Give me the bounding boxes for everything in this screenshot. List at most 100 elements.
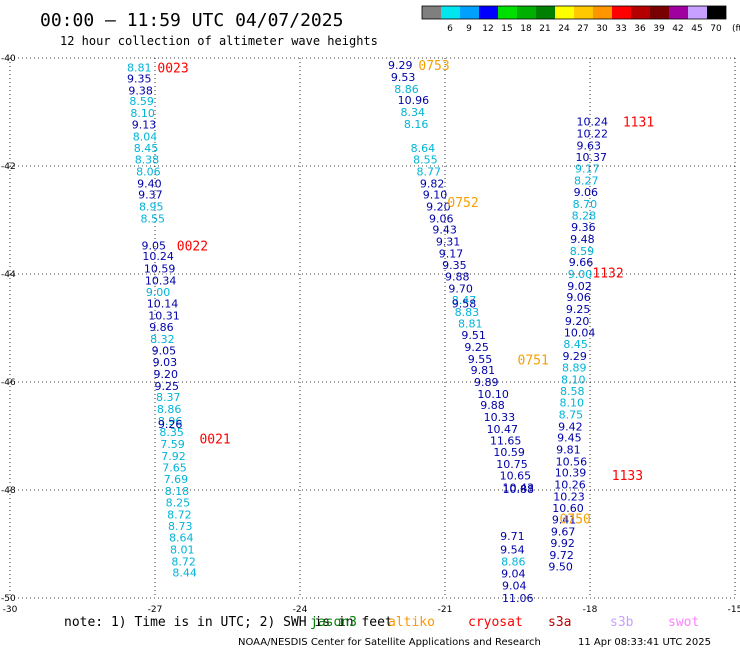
swh-value: 9.26 xyxy=(158,418,183,431)
swh-value: 9.72 xyxy=(549,549,574,562)
swh-value: 8.37 xyxy=(156,391,181,404)
swh-value: 9.53 xyxy=(391,71,416,84)
swh-value: 9.10 xyxy=(423,189,448,202)
swh-value: 9.00 xyxy=(146,286,171,299)
swh-value: 9.55 xyxy=(468,353,493,366)
swh-value: 9.13 xyxy=(132,118,157,131)
legend-label: 21 xyxy=(539,24,550,34)
swh-value: 9.45 xyxy=(557,432,582,445)
swh-value: 8.45 xyxy=(563,338,588,351)
swh-value: 8.73 xyxy=(168,520,193,533)
swh-value: 7.59 xyxy=(160,438,185,451)
swh-value: 8.95 xyxy=(139,201,164,214)
swh-value: 8.83 xyxy=(455,306,480,319)
swh-value: 9.82 xyxy=(420,177,445,190)
swh-value: 8.45 xyxy=(134,142,159,155)
satellite-name: s3a xyxy=(548,615,571,630)
swh-value: 8.77 xyxy=(416,165,441,178)
legend-swatch xyxy=(479,6,498,19)
pass-time-label: 0752 xyxy=(447,196,478,211)
swh-value: 8.59 xyxy=(570,245,595,258)
swh-value: 9.35 xyxy=(127,73,152,86)
legend-swatch xyxy=(593,6,612,19)
swh-value: 8.70 xyxy=(573,198,598,211)
legend-label: 18 xyxy=(520,24,532,34)
swh-value: 8.72 xyxy=(167,508,192,521)
swh-value: 9.04 xyxy=(501,568,525,581)
swh-value: 9.03 xyxy=(153,356,178,369)
swh-value: 9.06 xyxy=(574,186,599,199)
swh-value: 9.04 xyxy=(502,580,527,593)
swh-value: 9.81 xyxy=(471,364,496,377)
swh-value: 8.35 xyxy=(159,426,184,439)
legend-swatch xyxy=(422,6,441,19)
satellite-legend: jason3 altiko cryosat s3a s3b swot xyxy=(310,615,699,630)
legend-label: 24 xyxy=(558,24,570,34)
swh-value: 8.81 xyxy=(127,62,152,75)
swh-value: 7.92 xyxy=(161,450,186,463)
swh-value: 8.32 xyxy=(150,333,175,346)
swh-value: 9.40 xyxy=(137,177,162,190)
swh-value: 9.29 xyxy=(388,59,413,72)
swh-value: 8.01 xyxy=(170,543,195,556)
swh-value: 9.25 xyxy=(155,380,180,393)
swh-value: 10.75 xyxy=(496,458,528,471)
legend-swatch xyxy=(460,6,479,19)
swh-value: 8.64 xyxy=(411,142,436,155)
x-tick-label: -15 xyxy=(728,605,740,615)
swh-value: 9.00 xyxy=(568,268,593,281)
pass-time-label: 0753 xyxy=(418,59,449,74)
x-tick-label: -30 xyxy=(3,605,18,615)
legend-swatch xyxy=(631,6,650,19)
swh-value: 9.37 xyxy=(138,189,163,202)
legend-swatch xyxy=(441,6,460,19)
swh-value: 8.18 xyxy=(165,485,190,498)
satellite-name: s3b xyxy=(610,615,634,630)
swh-value: 9.43 xyxy=(432,224,457,237)
swh-value: 8.86 xyxy=(157,403,182,416)
swh-value: 8.44 xyxy=(172,567,197,580)
map-title: 00:00 – 11:59 UTC 04/07/2025 xyxy=(40,10,343,31)
swh-value: 8.25 xyxy=(166,496,191,509)
swh-value: 8.89 xyxy=(562,361,587,374)
swh-value: 10.14 xyxy=(147,298,179,311)
swh-value: 8.96 xyxy=(158,415,183,428)
x-tick-label: -27 xyxy=(148,605,163,615)
swh-value: 9.70 xyxy=(448,283,473,296)
axis-ticks: -30 -27 -24 -21 -18 -15 -40 -42 -44 -46 -48 -50 xyxy=(1,54,740,615)
swh-value: 9.25 xyxy=(464,341,489,354)
satellite-name: swot xyxy=(668,615,699,630)
pass-time-label: 1133 xyxy=(612,469,643,484)
legend-swatch xyxy=(707,6,726,19)
swh-value: 9.89 xyxy=(474,376,499,389)
swh-value: 9.06 xyxy=(429,212,454,225)
legend-label: 70 xyxy=(710,24,722,34)
legend-frame xyxy=(421,5,727,20)
swh-value: 9.48 xyxy=(570,233,595,246)
swh-value: 9.06 xyxy=(566,291,591,304)
color-legend: 6 9 12 15 18 21 24 27 30 33 36 39 42 45 70 (ft) xyxy=(421,5,740,34)
swh-value: 9.38 xyxy=(128,84,153,97)
swh-value: 8.38 xyxy=(135,154,160,167)
swh-value: 9.54 xyxy=(500,543,524,556)
swh-value: 8.10 xyxy=(560,397,585,410)
swh-value: 9.92 xyxy=(550,537,575,550)
swh-value: 10.39 xyxy=(555,467,587,480)
y-tick-label: -40 xyxy=(1,54,16,64)
footer-timestamp: 11 Apr 08:33:41 UTC 2025 xyxy=(578,637,711,648)
legend-label: 6 xyxy=(447,24,453,34)
swh-value: 8.06 xyxy=(136,165,161,178)
swh-value: 10.96 xyxy=(398,94,430,107)
x-tick-label: -18 xyxy=(583,605,598,615)
legend-label: 36 xyxy=(634,24,646,34)
swh-value: 10.31 xyxy=(148,310,180,323)
legend-label: 39 xyxy=(653,24,665,34)
legend-label: 27 xyxy=(577,24,588,34)
pass-time-label: 0751 xyxy=(518,353,549,368)
swh-value: 8.55 xyxy=(413,154,438,167)
swh-value: 10.88 xyxy=(503,483,535,496)
legend-label: 33 xyxy=(615,24,626,34)
swh-value: 10.04 xyxy=(564,326,596,339)
swh-value: 8.28 xyxy=(572,210,597,223)
satellite-name: jason3 xyxy=(310,615,357,630)
